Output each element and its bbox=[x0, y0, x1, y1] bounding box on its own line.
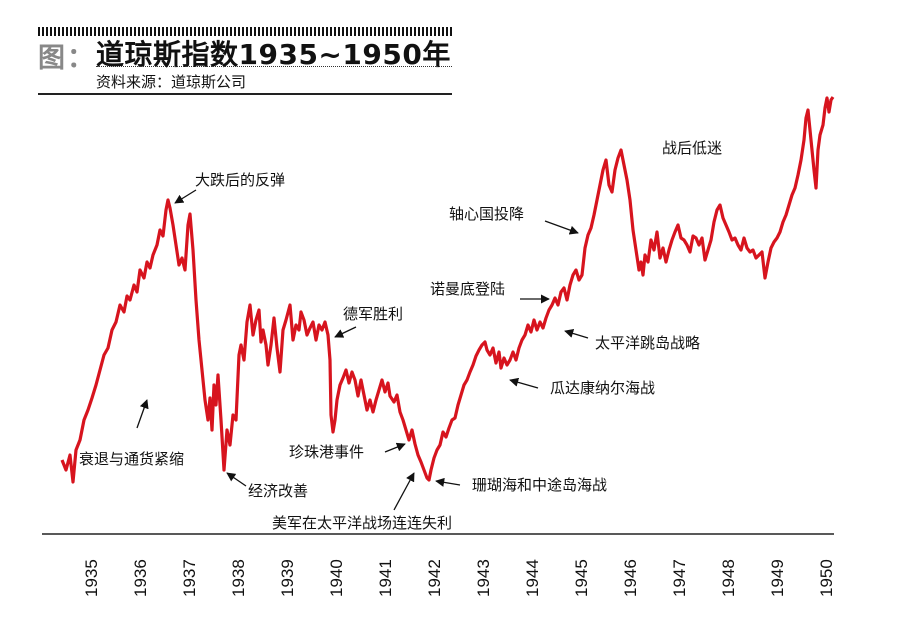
annotation-economy-improves: 经济改善 bbox=[248, 482, 308, 500]
tick-1935: 1935 bbox=[82, 559, 101, 597]
annotation-recession: 衰退与通货紧缩 bbox=[79, 450, 184, 468]
header-divider bbox=[38, 93, 452, 95]
tick-1940: 1940 bbox=[327, 559, 346, 597]
annotation-normandy: 诺曼底登陆 bbox=[430, 280, 505, 298]
arrow-icon bbox=[509, 377, 539, 389]
title-hatch-bar bbox=[38, 27, 452, 36]
annotation-island-hopping: 太平洋跳岛战略 bbox=[595, 334, 700, 352]
x-axis-tick-labels: 1935 1936 1937 1938 1939 1940 1941 1942 … bbox=[82, 559, 836, 597]
annotation-pearl-harbor: 珍珠港事件 bbox=[289, 443, 364, 461]
tick-1948: 1948 bbox=[719, 559, 738, 597]
arrow-icon bbox=[564, 329, 589, 339]
tick-1949: 1949 bbox=[768, 559, 787, 597]
tick-1946: 1946 bbox=[621, 559, 640, 597]
tick-1945: 1945 bbox=[572, 559, 591, 597]
figure-prefix: 图： bbox=[38, 43, 96, 74]
arrow-icon bbox=[435, 477, 461, 487]
annotation-rebound: 大跌后的反弹 bbox=[195, 171, 285, 189]
arrow-icon bbox=[544, 220, 579, 235]
tick-1944: 1944 bbox=[523, 559, 542, 597]
arrow-icon bbox=[136, 399, 149, 429]
annotation-pacific-losses: 美军在太平洋战场连连失利 bbox=[272, 514, 452, 532]
annotation-axis-surrender: 轴心国投降 bbox=[449, 205, 524, 223]
arrow-icon bbox=[393, 472, 415, 511]
tick-1939: 1939 bbox=[278, 559, 297, 597]
tick-1943: 1943 bbox=[474, 559, 493, 597]
arrow-icon bbox=[174, 189, 197, 204]
arrow-icon bbox=[226, 472, 247, 487]
chart-source: 资料来源：道琼斯公司 bbox=[96, 73, 247, 91]
annotation-guadalcanal: 瓜达康纳尔海战 bbox=[550, 379, 655, 397]
tick-1941: 1941 bbox=[376, 559, 395, 597]
arrow-icon bbox=[384, 442, 406, 453]
chart-title: 道琼斯指数1935~1950年 bbox=[96, 38, 451, 71]
annotation-coral-sea-midway: 珊瑚海和中途岛海战 bbox=[472, 476, 607, 494]
tick-1936: 1936 bbox=[131, 559, 150, 597]
tick-1942: 1942 bbox=[425, 559, 444, 597]
tick-1937: 1937 bbox=[180, 559, 199, 597]
tick-1950: 1950 bbox=[817, 559, 836, 597]
annotation-postwar-slump: 战后低迷 bbox=[662, 139, 722, 157]
tick-1947: 1947 bbox=[670, 559, 689, 597]
title-divider bbox=[96, 66, 452, 67]
dow-jones-line bbox=[60, 96, 835, 484]
tick-1938: 1938 bbox=[229, 559, 248, 597]
annotation-german-victory: 德军胜利 bbox=[343, 305, 403, 323]
arrow-icon bbox=[334, 326, 357, 338]
annotations: 大跌后的反弹 衰退与通货紧缩 经济改善 德军胜利 珍珠港事件 美军在太平洋战场连… bbox=[79, 139, 722, 532]
